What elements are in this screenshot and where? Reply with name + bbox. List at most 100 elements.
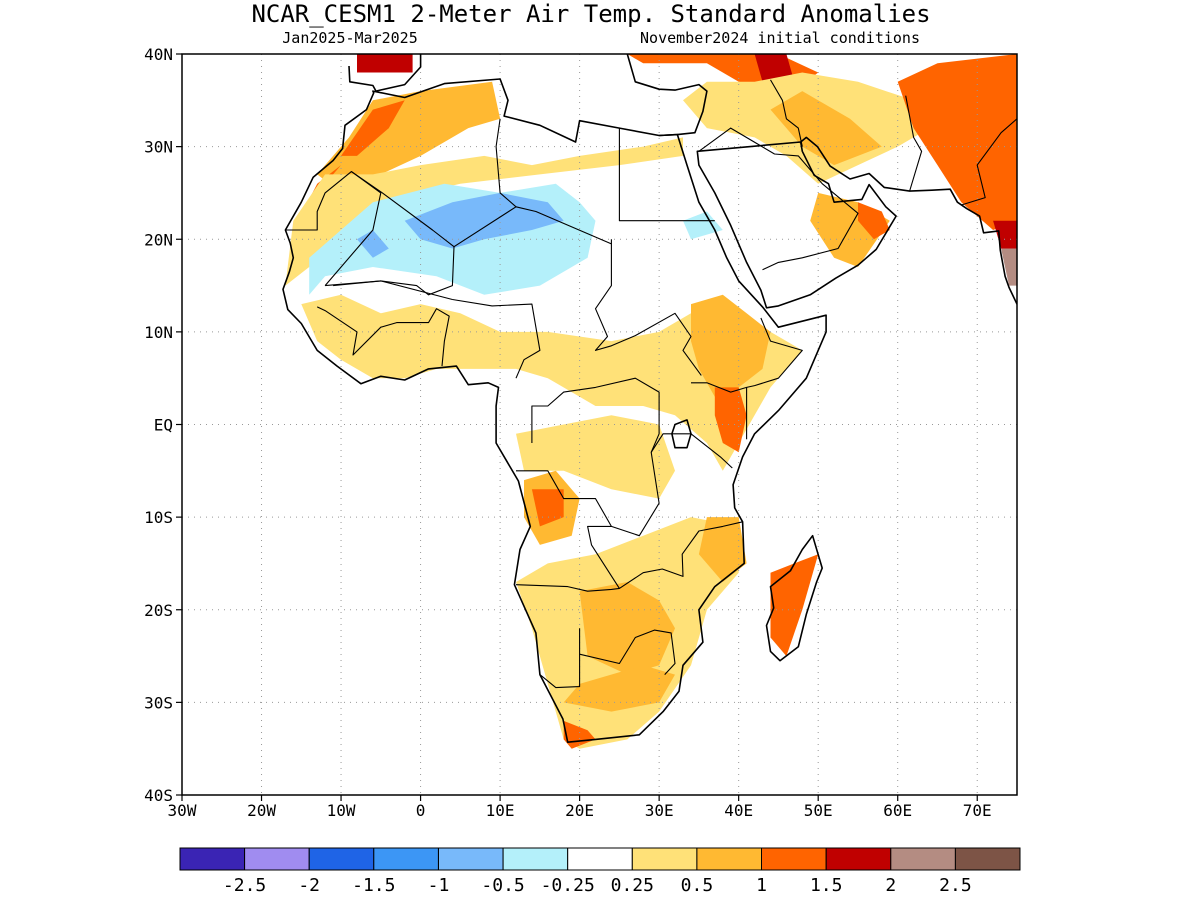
border-zambia-zim-moz [619, 521, 743, 589]
border-south-africa-north [579, 629, 676, 675]
coastlines-and-borders [282, 54, 1017, 744]
lon-tick-label: 30W [168, 801, 197, 820]
colorbar-label: 1 [756, 875, 767, 896]
coastline-arabia [696, 141, 897, 309]
border-iraq-iran [770, 79, 803, 147]
anomaly-region-south-africa-orange [563, 665, 675, 712]
anomaly-region-morocco-algeria-coast [317, 81, 501, 193]
colorbar-label: -0.25 [541, 875, 595, 896]
map-title: NCAR_CESM1 2-Meter Air Temp. Standard An… [251, 0, 930, 28]
border-saudi-border [698, 127, 859, 271]
anomaly-region-sahara-blue-west [357, 230, 389, 258]
border-afghanistan-pak [905, 95, 923, 192]
colorbar-label: -0.5 [481, 875, 524, 896]
anomaly-region-mozambique-orange [698, 517, 747, 582]
border-angola-zambia [515, 525, 620, 592]
border-sahel-horizontal [325, 280, 453, 301]
coastline-africa [282, 78, 827, 744]
lon-tick-label: 40E [724, 801, 753, 820]
lon-tick-label: 60E [883, 801, 912, 820]
lat-tick-label: 10N [144, 323, 173, 342]
coastline-med-north [626, 54, 708, 137]
anomaly-region-botswana-orange [579, 582, 675, 675]
lat-tick-label: 10S [144, 508, 173, 527]
coastline-madagascar [765, 534, 824, 662]
border-algeria-south [351, 171, 612, 248]
colorbar-swatch [761, 847, 827, 871]
anomaly-region-india-north-orange [897, 54, 1017, 230]
anomaly-region-sahara-blue-deep [404, 192, 564, 249]
anomaly-region-india-red [993, 220, 1017, 249]
colorbar-swatch [631, 847, 698, 871]
anomaly-shading [285, 54, 1017, 749]
lat-tick-label: 30N [144, 138, 173, 157]
anomaly-region-madagascar-orange [770, 554, 819, 657]
border-kenya-ethiopia [691, 317, 803, 393]
colorbar-swatch [890, 847, 956, 871]
border-west-africa [316, 306, 450, 367]
anomaly-region-sahel-yellow [301, 294, 803, 471]
colorbar-swatch [696, 847, 763, 871]
lat-tick-label: 20S [144, 601, 173, 620]
lon-tick-label: 10W [327, 801, 356, 820]
colorbar-label: 1.5 [810, 875, 843, 896]
colorbar-swatch [954, 847, 1021, 871]
anomaly-region-angola-red [531, 489, 564, 527]
lat-tick-label: 40N [144, 45, 173, 64]
lon-tick-label: 0 [416, 801, 426, 820]
colorbar-label: -2 [298, 875, 320, 896]
lon-tick-label: 30E [645, 801, 674, 820]
border-niger-nigeria [452, 298, 541, 379]
anomaly-region-morocco-north-strong [341, 100, 405, 156]
colorbar-label: -1 [428, 875, 450, 896]
anomaly-region-iran-orange [770, 91, 882, 166]
anomaly-region-west-sahara-yellow [285, 137, 683, 286]
anomaly-region-egypt-blue [683, 211, 723, 240]
anomaly-region-turkey-red [754, 54, 795, 82]
border-libya-egypt [618, 128, 715, 222]
initial-conditions: November2024 initial conditions [640, 29, 920, 47]
border-congo-drc [516, 377, 660, 537]
border-chad-sudan [594, 243, 702, 376]
colorbar-label: 2.5 [939, 875, 972, 896]
anomaly-region-india-brown [1001, 248, 1017, 286]
colorbar-label: -1.5 [352, 875, 395, 896]
colorbar-label: -2.5 [223, 875, 266, 896]
border-libya-west [495, 118, 517, 208]
border-namibia-botswana [539, 628, 581, 689]
anomaly-region-iberia-red [357, 54, 413, 73]
lon-tick-label: 20W [247, 801, 276, 820]
border-pak-india [961, 118, 1017, 206]
colorbar-swatch [438, 847, 504, 871]
coastline-sicily-iberia [348, 54, 422, 92]
colorbar-label: 0.5 [681, 875, 714, 896]
colorbar-swatch [567, 847, 633, 871]
lat-tick-label: 30S [144, 693, 173, 712]
lon-tick-label: 70E [963, 801, 992, 820]
lon-tick-label: 50E [804, 801, 833, 820]
colorbar: -2.5 -2 -1.5 -1 -0.5 -0.25 0.25 0.5 1 1.5 2 2.5 [179, 847, 1021, 896]
border-mauritania-mali [285, 171, 382, 286]
colorbar-swatch [179, 847, 246, 871]
lat-tick-label: 20N [144, 230, 173, 249]
border-east-africa [650, 433, 733, 469]
lon-tick-label: 10E [486, 801, 515, 820]
colorbar-label: 0.25 [611, 875, 654, 896]
anomaly-region-kenya-red [714, 387, 747, 453]
anomaly-region-congo-yellow [516, 415, 675, 499]
forecast-period: Jan2025-Mar2025 [282, 29, 417, 47]
colorbar-swatch [502, 847, 569, 871]
lon-tick-label: 20E [565, 801, 594, 820]
colorbar-swatch [244, 847, 310, 871]
coastline-levant-turkey [800, 136, 1017, 305]
colorbar-label: 2 [885, 875, 896, 896]
anomaly-region-oman-strong [858, 202, 890, 240]
colorbar-swatch [825, 847, 892, 871]
anomaly-region-ethiopia-orange [691, 294, 771, 397]
colorbar-swatch [308, 847, 375, 871]
colorbar-swatch [373, 847, 439, 871]
lat-tick-label: 40S [144, 786, 173, 805]
lat-tick-label: EQ [154, 416, 173, 435]
